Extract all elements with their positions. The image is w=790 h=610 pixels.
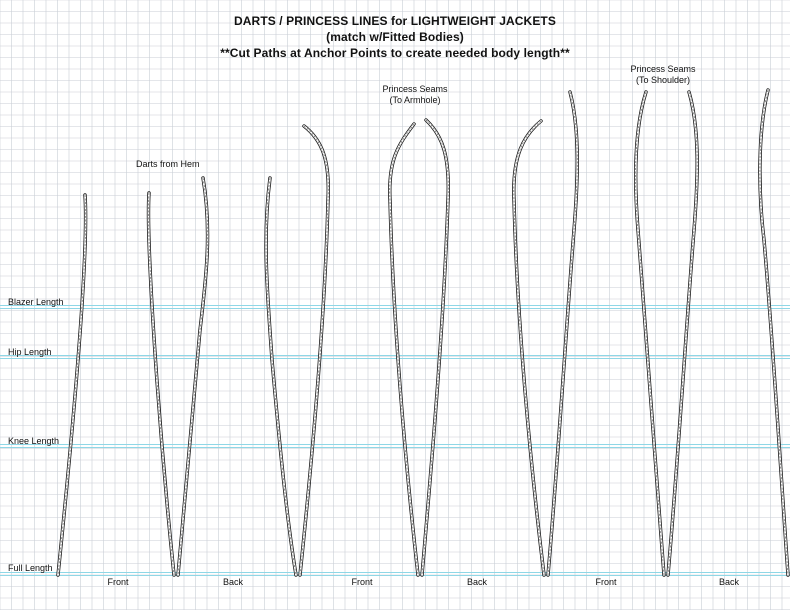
seam-dash [148,192,175,576]
princess-armhole-3 [420,118,451,577]
dart-back-right [264,176,298,577]
footer-label-front-2: Front [351,577,373,587]
seam-dash [265,177,297,576]
princess-armhole-label-line1: Princess Seams [382,84,448,94]
page-note: **Cut Paths at Anchor Points to create n… [220,46,570,60]
ref-label-hip: Hip Length [8,347,52,357]
seam-dash [421,119,449,576]
ref-label-full: Full Length [8,563,53,573]
page-subtitle: (match w/Fitted Bodies) [326,30,464,44]
footer-label-front-1: Front [107,577,129,587]
darts-group-label: Darts from Hem [136,159,200,169]
princess-shoulder-label-line1: Princess Seams [630,64,696,74]
footer-label-front-3: Front [595,577,617,587]
seam-paths [56,88,790,577]
footer-label-back-3: Back [718,577,740,587]
princess-armhole-group [298,118,546,577]
seam-inner [265,177,297,576]
ref-label-blazer: Blazer Length [8,297,64,307]
seam-inner [299,125,330,576]
seam-dash [177,177,208,576]
princess-shoulder-label-line2: (To Shoulder) [635,75,691,85]
dart-group [56,176,298,577]
seam-dash [635,91,665,576]
seam-dash [57,194,86,576]
seam-inner [388,123,419,576]
seam-dash [299,125,329,576]
footer-label-back-2: Back [466,577,488,587]
seam-dash [667,91,698,576]
page-title: DARTS / PRINCESS LINES for LIGHTWEIGHT J… [234,14,556,28]
seam-inner [759,89,789,576]
princess-shoulder-label: Princess Seams (To Shoulder) [618,64,708,86]
princess-armhole-label: Princess Seams (To Armhole) [370,84,460,106]
seam-dash [513,120,545,576]
seam-inner [421,119,450,576]
princess-armhole-label-line2: (To Armhole) [389,95,441,105]
footer-label-back-1: Back [222,577,244,587]
dart-front-left [56,193,88,577]
princess-armhole-1 [298,124,330,577]
princess-shoulder-group [546,88,790,577]
ref-label-knee: Knee Length [8,436,60,446]
dart-back-left [176,176,210,577]
seam-dash [547,91,578,576]
seam-dash [759,89,789,576]
